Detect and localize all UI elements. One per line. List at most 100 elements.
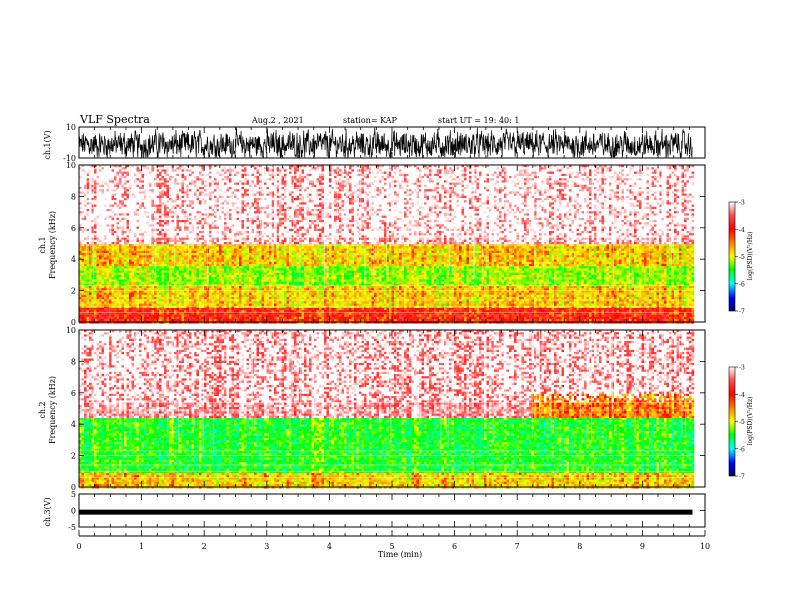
ch1-spectrogram-cell — [107, 227, 110, 229]
ch1-spectrogram-cell — [102, 218, 105, 220]
ch1-spectrogram-cell — [112, 308, 115, 310]
ch1-spectrogram-cell — [107, 288, 110, 290]
ch1-spectrogram-cell — [109, 282, 112, 284]
ch1-spectrogram-cell — [112, 249, 115, 251]
ch1-spectrogram-cell — [99, 255, 102, 257]
ch1-spectrogram-cell — [112, 246, 115, 248]
ch1-spectrogram-cell — [87, 264, 90, 266]
ch1-spectrogram-cell — [104, 185, 107, 187]
ch1-spectrogram-cell — [114, 260, 117, 262]
ch1-spectrogram-cell — [99, 279, 102, 281]
ch1-spectrogram-cell — [89, 227, 92, 229]
ch1-spectrogram-cell — [82, 231, 85, 233]
ch1-spectrogram-cell — [87, 167, 90, 169]
ch1-spectrogram-cell — [114, 301, 117, 303]
ch1-spectrogram-cell — [92, 174, 95, 176]
ch1-spectrogram-cell — [104, 227, 107, 229]
ch1-spectrogram-cell — [82, 301, 85, 303]
ch1-spectrogram-cell — [82, 268, 85, 270]
ch1-spectrogram-cell — [97, 172, 100, 174]
ch1-spectrogram-cell — [82, 169, 85, 171]
ch1-spectrogram-cell — [82, 317, 85, 319]
ch1-spectrogram-cell — [114, 266, 117, 268]
ch1-spectrogram-cell — [97, 218, 100, 220]
ch1-spectrogram-cell — [97, 220, 100, 222]
ch1-spectrogram-cell — [114, 209, 117, 211]
ch1-spectrogram-cell — [82, 262, 85, 264]
ch1-spectrogram-cell — [114, 297, 117, 299]
ch1-spectrogram-cell — [114, 242, 117, 244]
ch1-spectrogram-cell — [109, 255, 112, 257]
ch1-spectrogram-cell — [114, 304, 117, 306]
ch1-spectrogram-cell — [112, 242, 115, 244]
ch1-spectrogram-cell — [114, 198, 117, 200]
ch1-spectrogram-cell — [82, 200, 85, 202]
ch1-spectrogram-cell — [102, 271, 105, 273]
ch1-spectrogram-cell — [82, 260, 85, 262]
ch1-spectrogram-cell — [102, 167, 105, 169]
ch1-spectrogram-cell — [89, 257, 92, 259]
ch1-spectrogram-cell — [107, 319, 110, 321]
ch1-spectrogram-cell — [82, 211, 85, 213]
ch1-spectrogram-cell — [97, 310, 100, 312]
ch1-spectrogram-cell — [107, 169, 110, 171]
ch1-spectrogram-cell — [89, 253, 92, 255]
ch1-spectrogram-cell — [82, 178, 85, 180]
ch1-spectrogram-cell — [114, 293, 117, 295]
ch1-spectrogram-cell — [112, 194, 115, 196]
ch1-spectrogram-cell — [87, 180, 90, 182]
ch1-spectrogram-cell — [107, 251, 110, 253]
ch1-spectrogram-cell — [99, 191, 102, 193]
ch1-spectrogram-cell — [89, 317, 92, 319]
ch1-spectrogram-cell — [112, 185, 115, 187]
ch1-spectrogram-cell — [97, 304, 100, 306]
ch1-spectrogram-cell — [92, 240, 95, 242]
ch1-spectrogram-cell — [97, 216, 100, 218]
ch1-spectrogram-cell — [114, 183, 117, 185]
ch1-spectrogram-cell — [104, 209, 107, 211]
ch1-ytick-label: 10 — [66, 123, 76, 132]
ch1-spectrogram-cell — [107, 224, 110, 226]
ch1-spectrogram-cell — [107, 315, 110, 317]
ch1-spectrogram-cell — [107, 304, 110, 306]
ch1-spectrogram-cell — [94, 244, 97, 246]
ch1-spectrogram-cell — [99, 198, 102, 200]
ch1-spectrogram-cell — [82, 202, 85, 204]
ch1-spectrogram-cell — [89, 209, 92, 211]
ch1-spectrogram-cell — [112, 218, 115, 220]
ch1-spectrogram-cell — [99, 299, 102, 301]
ch1-spectrogram-cell — [114, 185, 117, 187]
ch1-spectrogram-cell — [82, 271, 85, 273]
ch1-spectrogram-cell — [92, 315, 95, 317]
ch1-spectrogram-cell — [97, 231, 100, 233]
ch1-spectrogram-cell — [107, 167, 110, 169]
ch1-spectrogram-cell — [99, 251, 102, 253]
ch1-spectrogram-cell — [94, 293, 97, 295]
ch1-spectrogram-cell — [112, 191, 115, 193]
ch1-spectrogram-cell — [99, 271, 102, 273]
ch1-spectrogram-cell — [104, 231, 107, 233]
ch1-spectrogram-cell — [109, 240, 112, 242]
ch1-spectrogram-cell — [94, 198, 97, 200]
ch1-spectrogram-cell — [102, 229, 105, 231]
ch1-spectrogram-cell — [114, 277, 117, 279]
ch1-spectrogram-cell — [112, 310, 115, 312]
ch1-spectrogram-cell — [114, 224, 117, 226]
ch1-spectrogram-cell — [109, 198, 112, 200]
ch1-spectrogram-cell — [82, 279, 85, 281]
ch1-spectrogram-cell — [97, 198, 100, 200]
ch1-spectrogram-cell — [89, 172, 92, 174]
ch1-spectrogram-cell — [102, 200, 105, 202]
ch1-spectrogram-cell — [99, 268, 102, 270]
ch1-spectrogram-cell — [94, 224, 97, 226]
ch1-spectrogram-cell — [87, 260, 90, 262]
ch1-spectrogram-cell — [94, 242, 97, 244]
ch1-spectrogram-cell — [114, 176, 117, 178]
ch1-spectrogram-cell — [109, 207, 112, 209]
ch1-spectrogram-cell — [112, 273, 115, 275]
ch1-spectrogram-cell — [92, 246, 95, 248]
ch1-spectrogram-cell — [89, 266, 92, 268]
ch1-spectrogram-cell — [114, 279, 117, 281]
ch1-spectrogram-cell — [104, 310, 107, 312]
ch1-spectrogram-cell — [107, 308, 110, 310]
